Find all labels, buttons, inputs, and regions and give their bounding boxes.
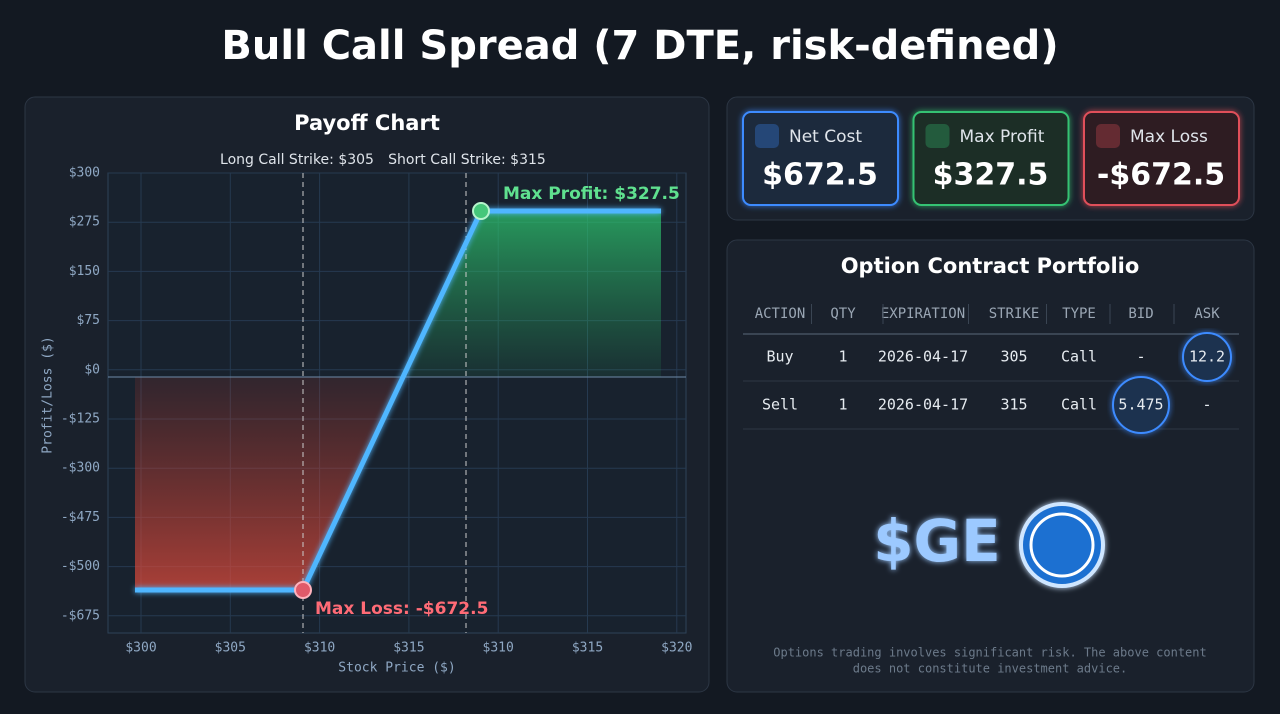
x-tick-label: $320 (661, 641, 692, 656)
table-cell: 2026-04-17 (878, 396, 968, 414)
portfolio-title: Option Contract Portfolio (841, 254, 1140, 278)
table-cell: Buy (766, 348, 793, 366)
plot-area: Max Profit: $327.5 Max Loss: -$672.5 (107, 172, 687, 634)
x-tick-label: $310 (483, 641, 514, 656)
card-label: Max Profit (960, 127, 1045, 147)
profit-area (400, 211, 661, 377)
summary-card (912, 111, 1070, 206)
disclaimer: does not constitute investment advice. (853, 662, 1128, 676)
portfolio-panel (726, 239, 1255, 693)
y-tick-label: $150 (69, 264, 100, 279)
column-header: TYPE (1062, 306, 1096, 322)
y-tick-label: $300 (69, 166, 100, 181)
y-tick-label: $0 (84, 362, 100, 377)
summary-card (742, 111, 899, 206)
card-icon (1096, 124, 1120, 148)
card-value: $327.5 (933, 158, 1049, 193)
table-cell: 305 (1000, 348, 1027, 366)
column-header: QTY (830, 306, 856, 322)
card-icon (925, 124, 950, 148)
max-loss-point (294, 581, 312, 599)
card-icon (755, 124, 779, 148)
table-cell: Call (1061, 348, 1097, 366)
y-tick-label: $275 (69, 215, 100, 230)
loss-area (135, 377, 400, 590)
ticker: $GE (873, 507, 1001, 575)
x-tick-label: $305 (215, 641, 246, 656)
y-tick-label: -$125 (61, 412, 100, 427)
table-cell: 1 (838, 396, 847, 414)
column-header: ACTION (755, 306, 806, 322)
strike-label: Short Call Strike: $315 (388, 152, 546, 168)
highlight (1112, 376, 1170, 434)
table-cell: Call (1061, 396, 1097, 414)
max-profit-label: Max Profit: $327.5 (503, 184, 680, 204)
table-cell: Sell (762, 396, 798, 414)
table-cell: 315 (1000, 396, 1027, 414)
table-cell: 5.475 (1118, 396, 1163, 414)
logo-ring (1029, 512, 1095, 578)
page-title: Bull Call Spread (7 DTE, risk-defined) (221, 23, 1058, 69)
y-tick-label: -$675 (61, 608, 100, 623)
x-tick-label: $300 (125, 641, 156, 656)
chart-title: Payoff Chart (294, 111, 440, 135)
y-tick-label: $75 (77, 313, 100, 328)
strike-label: Long Call Strike: $305 (220, 152, 374, 168)
x-tick-label: $315 (572, 641, 603, 656)
table-cell: - (1202, 396, 1211, 414)
column-header: EXPIRATION (881, 306, 965, 322)
x-axis-title: Stock Price ($) (338, 661, 455, 676)
y-tick-label: -$475 (61, 510, 100, 525)
max-profit-point (472, 202, 490, 220)
highlight (1182, 332, 1232, 382)
company-logo (1019, 502, 1105, 588)
table-cell: 12.2 (1189, 348, 1225, 366)
summary-card (1083, 111, 1240, 206)
y-axis-title: Profit/Loss ($) (41, 336, 56, 453)
x-tick-label: $315 (393, 641, 424, 656)
payoff-line (135, 208, 661, 593)
card-value: -$672.5 (1097, 158, 1225, 193)
table-cell: 2026-04-17 (878, 348, 968, 366)
y-tick-label: -$500 (61, 559, 100, 574)
card-value: $672.5 (762, 158, 878, 193)
max-loss-label: Max Loss: -$672.5 (315, 599, 488, 619)
disclaimer: Options trading involves significant ris… (773, 646, 1206, 660)
y-tick-label: -$300 (61, 461, 100, 476)
column-header: STRIKE (989, 306, 1040, 322)
column-header: ASK (1194, 306, 1220, 322)
table-cell: - (1136, 348, 1145, 366)
table-cell: 1 (838, 348, 847, 366)
card-label: Net Cost (789, 127, 862, 147)
x-tick-label: $310 (304, 641, 335, 656)
card-label: Max Loss (1130, 127, 1208, 147)
column-header: BID (1128, 306, 1153, 322)
